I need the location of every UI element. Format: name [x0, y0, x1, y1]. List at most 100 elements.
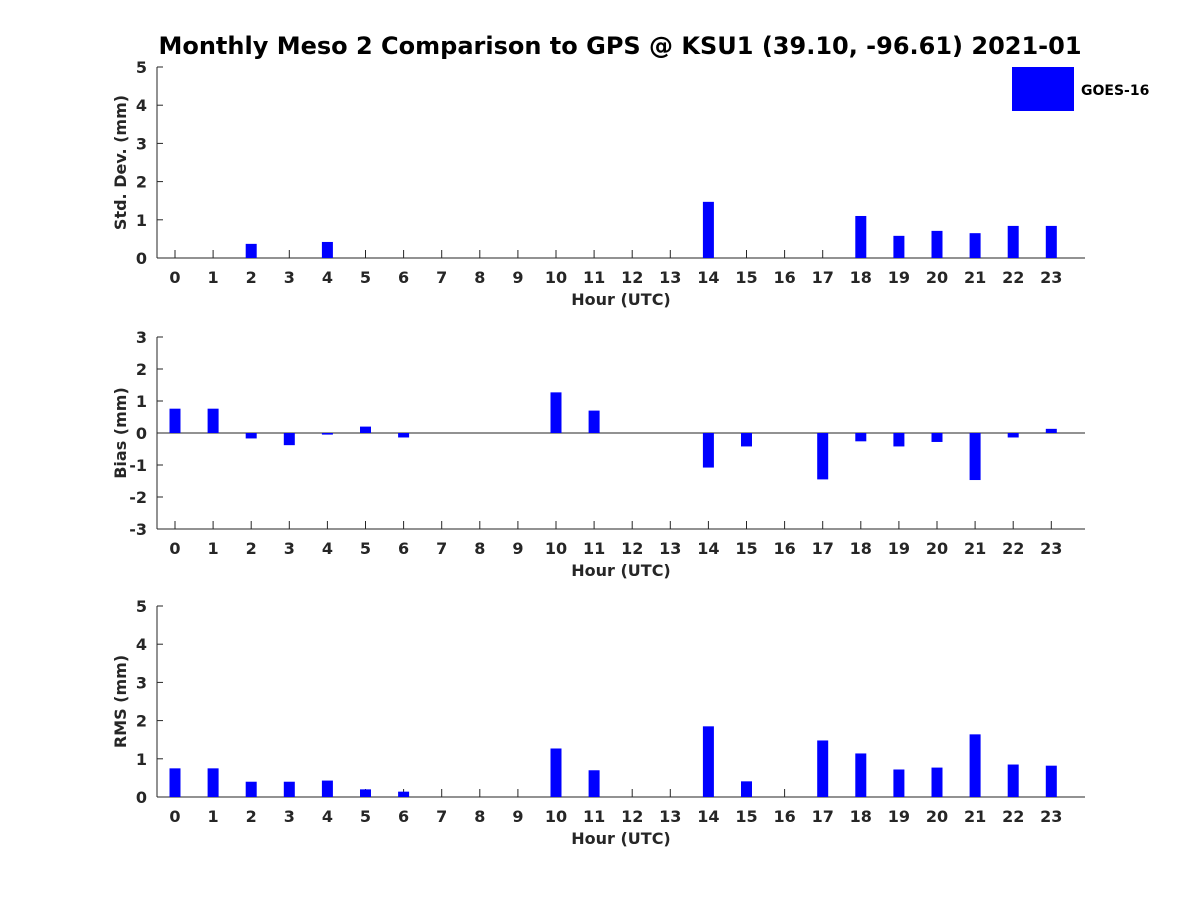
- x-tick-label: 10: [545, 807, 567, 826]
- x-tick-label: 3: [284, 807, 295, 826]
- bar-hour-4: [321, 433, 333, 435]
- y-tick-label: 3: [136, 673, 147, 692]
- x-tick-label: 21: [964, 539, 986, 558]
- x-tick-label: 3: [284, 539, 295, 558]
- bar-hour-4: [321, 241, 333, 258]
- bar-hour-5: [360, 426, 371, 433]
- bar-hour-11: [588, 770, 600, 797]
- x-tick-label: 14: [697, 539, 719, 558]
- x-tick-label: 16: [773, 539, 795, 558]
- x-tick-label: 4: [322, 539, 333, 558]
- bar-hour-14: [702, 726, 714, 797]
- bar-hour-21: [969, 233, 981, 258]
- bar-hour-18: [855, 433, 867, 442]
- bar-hour-3: [283, 433, 295, 446]
- y-tick-label: -3: [129, 520, 147, 539]
- x-tick-label: 13: [659, 807, 681, 826]
- x-tick-label: 20: [926, 807, 948, 826]
- bar-hour-15: [741, 781, 752, 797]
- x-tick-label: 6: [398, 807, 409, 826]
- x-tick-label: 6: [398, 268, 409, 287]
- bar-hour-15: [741, 433, 752, 447]
- bar-hour-2: [245, 433, 257, 439]
- x-axis-label: Hour (UTC): [571, 561, 671, 580]
- x-tick-label: 18: [850, 539, 872, 558]
- y-tick-label: -2: [129, 488, 147, 507]
- x-tick-label: 1: [208, 539, 219, 558]
- bar-hour-17: [817, 740, 829, 797]
- bar-hour-0: [169, 408, 181, 433]
- bar-hour-14: [702, 201, 714, 258]
- bar-hour-2: [245, 781, 257, 797]
- x-tick-label: 2: [246, 539, 257, 558]
- bar-hour-21: [969, 734, 981, 797]
- y-tick-label: -1: [129, 456, 147, 475]
- x-tick-label: 2: [246, 807, 257, 826]
- x-tick-label: 4: [322, 268, 333, 287]
- x-tick-label: 20: [926, 539, 948, 558]
- x-tick-label: 5: [360, 268, 371, 287]
- bar-hour-0: [169, 768, 181, 797]
- x-tick-label: 8: [474, 807, 485, 826]
- bar-hour-4: [321, 780, 333, 797]
- y-tick-label: 0: [136, 788, 147, 807]
- x-tick-label: 19: [888, 268, 910, 287]
- x-tick-label: 6: [398, 539, 409, 558]
- y-tick-label: 0: [136, 249, 147, 268]
- x-tick-label: 21: [964, 268, 986, 287]
- y-tick-label: 1: [136, 392, 147, 411]
- x-tick-label: 9: [512, 807, 523, 826]
- x-tick-label: 16: [773, 268, 795, 287]
- x-tick-label: 3: [284, 268, 295, 287]
- x-tick-label: 22: [1002, 268, 1024, 287]
- x-tick-label: 7: [436, 807, 447, 826]
- bar-hour-10: [550, 748, 562, 797]
- y-tick-label: 3: [136, 134, 147, 153]
- x-tick-label: 16: [773, 807, 795, 826]
- x-tick-label: 13: [659, 268, 681, 287]
- y-tick-label: 4: [136, 635, 147, 654]
- x-tick-label: 23: [1040, 539, 1062, 558]
- x-tick-label: 17: [812, 539, 834, 558]
- bar-hour-18: [855, 215, 867, 258]
- bar-hour-11: [588, 410, 600, 433]
- y-tick-label: 5: [136, 597, 147, 616]
- x-tick-label: 5: [360, 539, 371, 558]
- y-tick-label: 3: [136, 328, 147, 347]
- x-tick-label: 10: [545, 268, 567, 287]
- bar-hour-17: [817, 433, 829, 480]
- bar-hour-19: [893, 433, 905, 447]
- x-tick-label: 0: [169, 268, 180, 287]
- bar-hour-23: [1045, 225, 1057, 258]
- bar-hour-3: [283, 781, 295, 797]
- bar-hour-18: [855, 753, 867, 797]
- x-axis-label: Hour (UTC): [571, 829, 671, 848]
- x-tick-label: 15: [735, 807, 757, 826]
- y-axis-label: RMS (mm): [111, 655, 130, 748]
- x-tick-label: 18: [850, 807, 872, 826]
- x-tick-label: 17: [812, 268, 834, 287]
- bar-hour-20: [931, 433, 943, 442]
- x-tick-label: 7: [436, 539, 447, 558]
- bar-hour-6: [398, 433, 410, 438]
- x-tick-label: 17: [812, 807, 834, 826]
- chart-title: Monthly Meso 2 Comparison to GPS @ KSU1 …: [158, 32, 1081, 60]
- bar-hour-20: [931, 230, 943, 258]
- bar-hour-6: [398, 791, 410, 797]
- x-tick-label: 1: [208, 268, 219, 287]
- x-tick-label: 5: [360, 807, 371, 826]
- x-tick-label: 4: [322, 807, 333, 826]
- x-tick-label: 12: [621, 539, 643, 558]
- x-tick-label: 19: [888, 539, 910, 558]
- y-tick-label: 5: [136, 58, 147, 77]
- x-tick-label: 9: [512, 539, 523, 558]
- x-tick-label: 14: [697, 268, 719, 287]
- x-tick-label: 13: [659, 539, 681, 558]
- y-tick-label: 0: [136, 424, 147, 443]
- x-tick-label: 14: [697, 807, 719, 826]
- legend-swatch: [1012, 67, 1074, 111]
